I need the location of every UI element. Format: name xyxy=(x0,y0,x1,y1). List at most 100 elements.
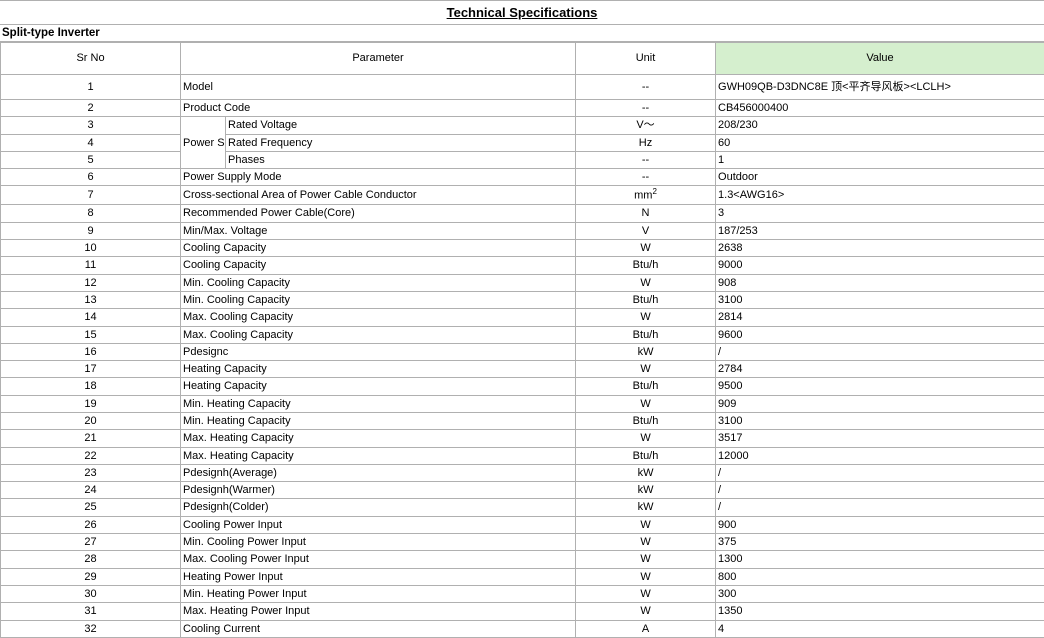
table-row: 21Max. Heating CapacityW3517 xyxy=(1,430,1044,447)
cell-parameter: Cooling Power Input xyxy=(181,516,576,533)
table-row: 9Min/Max. VoltageV187/253 xyxy=(1,222,1044,239)
cell-unit: -- xyxy=(576,100,716,117)
table-row: 27Min. Cooling Power InputW375 xyxy=(1,534,1044,551)
cell-parameter: Max. Cooling Capacity xyxy=(181,309,576,326)
cell-unit: Btu/h xyxy=(576,257,716,274)
cell-parameter: Pdesignc xyxy=(181,343,576,360)
cell-unit: -- xyxy=(576,169,716,186)
cell-unit: W xyxy=(576,568,716,585)
cell-unit: W xyxy=(576,274,716,291)
table-row: 23Pdesignh(Average)kW/ xyxy=(1,464,1044,481)
cell-srno: 4 xyxy=(1,134,181,151)
cell-value: 1.3<AWG16> xyxy=(716,186,1044,205)
table-row: 3Power SupplyRated VoltageV～208/230 xyxy=(1,117,1044,134)
cell-srno: 22 xyxy=(1,447,181,464)
cell-parameter: Rated Voltage xyxy=(226,117,576,134)
table-row: 28Max. Cooling Power InputW1300 xyxy=(1,551,1044,568)
cell-value: 2814 xyxy=(716,309,1044,326)
cell-unit: mm2 xyxy=(576,186,716,205)
cell-parameter: Min. Cooling Power Input xyxy=(181,534,576,551)
cell-unit: kW xyxy=(576,482,716,499)
spec-table: Sr No Parameter Unit Value 1Model--GWH09… xyxy=(0,42,1044,638)
cell-unit: Hz xyxy=(576,134,716,151)
cell-srno: 24 xyxy=(1,482,181,499)
cell-unit: Btu/h xyxy=(576,378,716,395)
cell-value: CB456000400 xyxy=(716,100,1044,117)
table-row: 18Heating CapacityBtu/h9500 xyxy=(1,378,1044,395)
table-row: 17Heating CapacityW2784 xyxy=(1,361,1044,378)
cell-unit: W xyxy=(576,516,716,533)
table-row: 10Cooling CapacityW2638 xyxy=(1,240,1044,257)
cell-value: 187/253 xyxy=(716,222,1044,239)
table-row: 1Model--GWH09QB-D3DNC8E 顶<平齐导风板><LCLH> xyxy=(1,75,1044,100)
table-row: 30Min. Heating Power InputW300 xyxy=(1,585,1044,602)
cell-srno: 1 xyxy=(1,75,181,100)
cell-unit: Btu/h xyxy=(576,326,716,343)
cell-srno: 18 xyxy=(1,378,181,395)
cell-unit: Btu/h xyxy=(576,447,716,464)
table-row: 15Max. Cooling CapacityBtu/h9600 xyxy=(1,326,1044,343)
cell-parameter: Min. Heating Capacity xyxy=(181,413,576,430)
cell-unit: W xyxy=(576,361,716,378)
cell-value: 1300 xyxy=(716,551,1044,568)
cell-value: 800 xyxy=(716,568,1044,585)
cell-srno: 32 xyxy=(1,620,181,637)
cell-srno: 5 xyxy=(1,151,181,168)
cell-srno: 3 xyxy=(1,117,181,134)
cell-value: 1350 xyxy=(716,603,1044,620)
table-row: 19Min. Heating CapacityW909 xyxy=(1,395,1044,412)
cell-value: 300 xyxy=(716,585,1044,602)
cell-unit: V xyxy=(576,222,716,239)
cell-srno: 27 xyxy=(1,534,181,551)
cell-parameter: Pdesignh(Colder) xyxy=(181,499,576,516)
cell-value: / xyxy=(716,464,1044,481)
table-row: 24Pdesignh(Warmer)kW/ xyxy=(1,482,1044,499)
cell-parameter: Model xyxy=(181,75,576,100)
cell-unit: V～ xyxy=(576,117,716,134)
cell-srno: 2 xyxy=(1,100,181,117)
cell-unit: W xyxy=(576,309,716,326)
cell-power-supply-group: Power Supply xyxy=(181,117,226,169)
cell-value: 12000 xyxy=(716,447,1044,464)
cell-unit: -- xyxy=(576,75,716,100)
cell-value: 9000 xyxy=(716,257,1044,274)
cell-parameter: Heating Capacity xyxy=(181,361,576,378)
page-title: Technical Specifications xyxy=(0,0,1044,25)
cell-value: 3100 xyxy=(716,291,1044,308)
cell-srno: 29 xyxy=(1,568,181,585)
table-row: 32Cooling CurrentA4 xyxy=(1,620,1044,637)
header-unit: Unit xyxy=(576,43,716,75)
table-row: 4Rated FrequencyHz60 xyxy=(1,134,1044,151)
cell-unit: Btu/h xyxy=(576,413,716,430)
table-row: 26Cooling Power InputW900 xyxy=(1,516,1044,533)
cell-parameter: Pdesignh(Average) xyxy=(181,464,576,481)
cell-unit: W xyxy=(576,240,716,257)
cell-srno: 25 xyxy=(1,499,181,516)
header-parameter: Parameter xyxy=(181,43,576,75)
cell-srno: 21 xyxy=(1,430,181,447)
cell-value: 208/230 xyxy=(716,117,1044,134)
cell-value: Outdoor xyxy=(716,169,1044,186)
cell-value: 3100 xyxy=(716,413,1044,430)
cell-value: 3 xyxy=(716,205,1044,222)
cell-value: 1 xyxy=(716,151,1044,168)
header-value: Value xyxy=(716,43,1044,75)
cell-srno: 7 xyxy=(1,186,181,205)
table-row: 16PdesignckW/ xyxy=(1,343,1044,360)
cell-parameter: Product Code xyxy=(181,100,576,117)
cell-parameter: Phases xyxy=(226,151,576,168)
table-row: 25Pdesignh(Colder)kW/ xyxy=(1,499,1044,516)
cell-unit: W xyxy=(576,585,716,602)
cell-srno: 9 xyxy=(1,222,181,239)
cell-value: 909 xyxy=(716,395,1044,412)
cell-value: 60 xyxy=(716,134,1044,151)
cell-unit: W xyxy=(576,430,716,447)
cell-srno: 14 xyxy=(1,309,181,326)
cell-unit: W xyxy=(576,395,716,412)
cell-value: 900 xyxy=(716,516,1044,533)
cell-parameter: Cooling Capacity xyxy=(181,257,576,274)
cell-unit: W xyxy=(576,551,716,568)
cell-value: / xyxy=(716,343,1044,360)
cell-parameter: Max. Heating Capacity xyxy=(181,447,576,464)
table-row: 7Cross-sectional Area of Power Cable Con… xyxy=(1,186,1044,205)
